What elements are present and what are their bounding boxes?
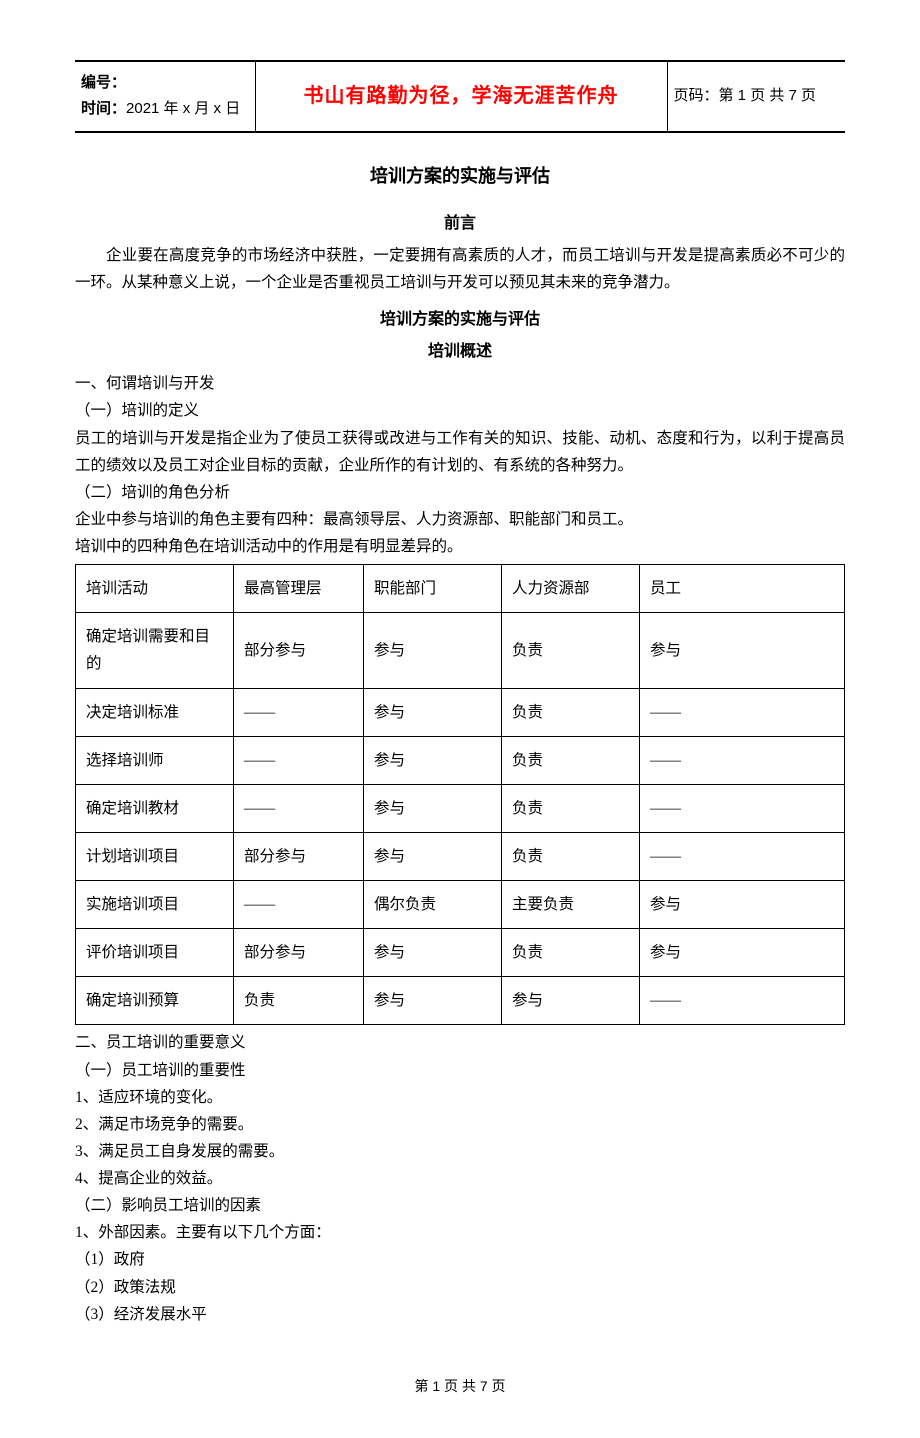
- table-row: 确定培训预算负责参与参与——: [76, 977, 845, 1025]
- table-cell: ——: [640, 688, 845, 736]
- table-cell: ——: [640, 977, 845, 1025]
- table-cell: 负责: [502, 929, 640, 977]
- table-row: 决定培训标准——参与负责——: [76, 688, 845, 736]
- sec2-2: （二）影响员工培训的因素: [75, 1192, 845, 1219]
- table-cell: 主要负责: [502, 881, 640, 929]
- roles-table: 培训活动最高管理层职能部门人力资源部员工确定培训需要和目的部分参与参与负责参与决…: [75, 564, 845, 1025]
- table-cell: 参与: [364, 688, 502, 736]
- table-header-cell: 员工: [640, 565, 845, 613]
- table-cell: 负责: [502, 736, 640, 784]
- table-row: 选择培训师——参与负责——: [76, 736, 845, 784]
- sec1-2: （二）培训的角色分析: [75, 479, 845, 506]
- page-value: 第 1 页 共 7 页: [719, 87, 817, 104]
- sec2-2-intro: 1、外部因素。主要有以下几个方面：: [75, 1219, 845, 1246]
- table-cell: 决定培训标准: [76, 688, 234, 736]
- header-left-cell: 编号： 时间：2021 年 x 月 x 日: [75, 61, 255, 132]
- table-cell: 参与: [364, 736, 502, 784]
- table-cell: ——: [640, 736, 845, 784]
- sec2-1: （一）员工培训的重要性: [75, 1057, 845, 1084]
- table-cell: 参与: [640, 881, 845, 929]
- page-title: 培训方案的实施与评估: [75, 161, 845, 193]
- table-cell: 部分参与: [234, 613, 364, 688]
- table-row: 确定培训需要和目的部分参与参与负责参与: [76, 613, 845, 688]
- table-cell: 参与: [640, 929, 845, 977]
- header-right-cell: 页码：第 1 页 共 7 页: [667, 61, 845, 132]
- sec1-2-line2: 培训中的四种角色在培训活动中的作用是有明显差异的。: [75, 533, 845, 560]
- list-item: （3）经济发展水平: [75, 1301, 845, 1328]
- table-cell: 部分参与: [234, 929, 364, 977]
- preface-heading: 前言: [75, 210, 845, 238]
- sec1-1: （一）培训的定义: [75, 397, 845, 424]
- table-header-cell: 职能部门: [364, 565, 502, 613]
- table-cell: 负责: [502, 832, 640, 880]
- table-cell: 参与: [502, 977, 640, 1025]
- sec1-heading: 一、何谓培训与开发: [75, 370, 845, 397]
- table-cell: 参与: [364, 784, 502, 832]
- time-value: 2021 年 x 月 x 日: [126, 100, 240, 117]
- table-cell: 偶尔负责: [364, 881, 502, 929]
- table-cell: 参与: [364, 977, 502, 1025]
- list-item: 3、满足员工自身发展的需要。: [75, 1138, 845, 1165]
- table-cell: 负责: [502, 784, 640, 832]
- preface-text: 企业要在高度竞争的市场经济中获胜，一定要拥有高素质的人才，而员工培训与开发是提高…: [75, 242, 845, 296]
- sec1-1-text: 员工的培训与开发是指企业为了使员工获得或改进与工作有关的知识、技能、动机、态度和…: [75, 425, 845, 479]
- table-cell: 选择培训师: [76, 736, 234, 784]
- table-cell: 确定培训预算: [76, 977, 234, 1025]
- table-cell: 计划培训项目: [76, 832, 234, 880]
- list-item: 2、满足市场竞争的需要。: [75, 1111, 845, 1138]
- table-cell: ——: [234, 784, 364, 832]
- table-header-cell: 人力资源部: [502, 565, 640, 613]
- table-cell: 参与: [364, 929, 502, 977]
- list-item: 4、提高企业的效益。: [75, 1165, 845, 1192]
- table-row: 计划培训项目部分参与参与负责——: [76, 832, 845, 880]
- page-label: 页码：: [674, 87, 719, 104]
- subtitle2: 培训概述: [75, 338, 845, 366]
- table-cell: 参与: [364, 832, 502, 880]
- table-row: 实施培训项目——偶尔负责主要负责参与: [76, 881, 845, 929]
- list-item: （1）政府: [75, 1246, 845, 1273]
- sec1-2-line1: 企业中参与培训的角色主要有四种：最高领导层、人力资源部、职能部门和员工。: [75, 506, 845, 533]
- table-cell: 确定培训需要和目的: [76, 613, 234, 688]
- table-row: 确定培训教材——参与负责——: [76, 784, 845, 832]
- page-footer: 第 1 页 共 7 页: [75, 1374, 845, 1399]
- table-cell: ——: [640, 784, 845, 832]
- header-mid-cell: 书山有路勤为径，学海无涯苦作舟: [255, 61, 667, 132]
- table-cell: ——: [640, 832, 845, 880]
- table-row: 评价培训项目部分参与参与负责参与: [76, 929, 845, 977]
- list-item: 1、适应环境的变化。: [75, 1084, 845, 1111]
- table-header-cell: 培训活动: [76, 565, 234, 613]
- table-cell: ——: [234, 881, 364, 929]
- table-cell: 确定培训教材: [76, 784, 234, 832]
- table-cell: 负责: [502, 613, 640, 688]
- list-item: （2）政策法规: [75, 1274, 845, 1301]
- serial-label: 编号：: [81, 74, 126, 91]
- header-motto: 书山有路勤为径，学海无涯苦作舟: [304, 85, 619, 107]
- table-header-cell: 最高管理层: [234, 565, 364, 613]
- table-cell: 实施培训项目: [76, 881, 234, 929]
- table-cell: 参与: [364, 613, 502, 688]
- time-label: 时间：: [81, 100, 126, 117]
- table-cell: 负责: [234, 977, 364, 1025]
- table-cell: 评价培训项目: [76, 929, 234, 977]
- table-cell: 部分参与: [234, 832, 364, 880]
- table-cell: 负责: [502, 688, 640, 736]
- sec2-heading: 二、员工培训的重要意义: [75, 1029, 845, 1056]
- document-header: 编号： 时间：2021 年 x 月 x 日 书山有路勤为径，学海无涯苦作舟 页码…: [75, 60, 845, 133]
- table-cell: ——: [234, 736, 364, 784]
- table-cell: ——: [234, 688, 364, 736]
- subtitle1: 培训方案的实施与评估: [75, 306, 845, 334]
- table-cell: 参与: [640, 613, 845, 688]
